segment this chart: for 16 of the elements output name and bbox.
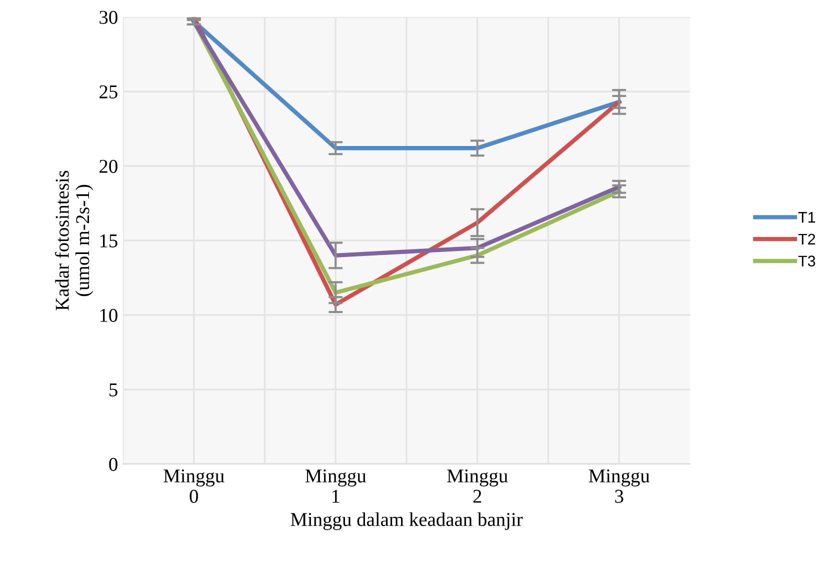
legend-label: T3: [798, 256, 816, 266]
legend-label: T1: [798, 212, 816, 223]
x-tick-label: Minggu 3: [588, 469, 650, 503]
y-tick-label: 5: [110, 384, 118, 396]
x-tick-label: Minggu 1: [305, 469, 366, 503]
x-tick-label: Minggu 0: [164, 469, 224, 503]
x-axis-title: Minggu dalam keadaan banjir: [290, 512, 523, 530]
y-axis-title: Kadar fotosintesis (umol m-2s-1): [54, 170, 94, 310]
y-tick-label: 20: [100, 160, 118, 173]
y-tick-label: 30: [100, 10, 118, 24]
y-tick-label: 10: [100, 308, 118, 322]
legend-label: T2: [798, 234, 816, 244]
y-tick-label: 25: [100, 85, 118, 98]
y-tick-label: 0: [109, 458, 118, 471]
y-tick-label: 15: [100, 234, 118, 248]
x-tick-label: Minggu 2: [447, 469, 508, 503]
